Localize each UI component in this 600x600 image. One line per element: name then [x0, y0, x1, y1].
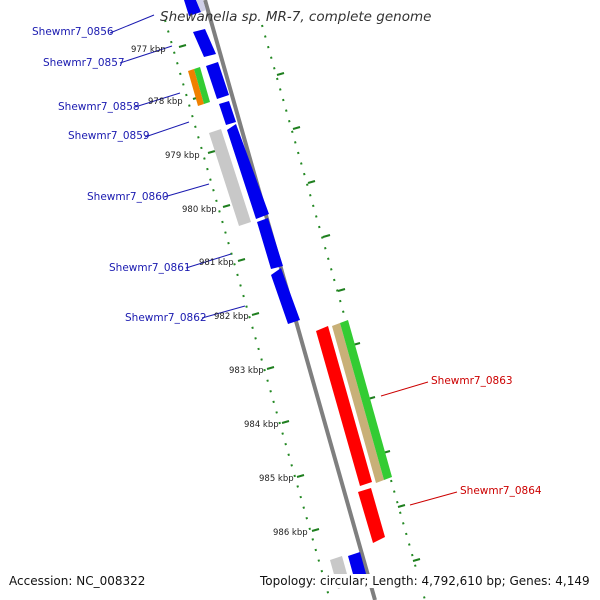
gene-0857-green[interactable]	[194, 67, 210, 104]
gene-features-right	[316, 320, 392, 589]
gene-0860-blue[interactable]	[257, 218, 283, 269]
scale-label-985: 985 kbp	[259, 474, 294, 484]
gene-label-0858[interactable]: Shewmr7_0858	[58, 101, 140, 113]
gene-label-0860[interactable]: Shewmr7_0860	[87, 191, 169, 203]
gene-0862-blue[interactable]	[271, 268, 300, 324]
right-leader-lines	[380, 381, 458, 506]
gene-label-0863[interactable]: Shewmr7_0863	[431, 375, 513, 387]
right-dotted-guide	[261, 24, 426, 600]
scale-label-983: 983 kbp	[229, 366, 264, 376]
scale-label-980: 980 kbp	[182, 205, 217, 215]
scale-label-986: 986 kbp	[273, 528, 308, 538]
gene-0859-blue[interactable]	[227, 124, 269, 219]
gene-0863-green[interactable]	[340, 320, 392, 480]
gene-label-0856[interactable]: Shewmr7_0856	[32, 26, 114, 38]
gene-0857-orange[interactable]	[188, 69, 204, 106]
gene-features-left	[184, 0, 300, 324]
scale-label-979: 979 kbp	[165, 151, 200, 161]
gene-label-0861[interactable]: Shewmr7_0861	[109, 262, 191, 274]
scale-ticks	[178, 44, 320, 532]
gene-0856-gray[interactable]	[196, 0, 206, 12]
gene-0864-red[interactable]	[358, 488, 385, 543]
gene-label-0857[interactable]: Shewmr7_0857	[43, 57, 125, 69]
genome-title: Shewanella sp. MR-7, complete genome	[160, 9, 432, 25]
gene-0863-red[interactable]	[316, 326, 372, 486]
scale-label-978: 978 kbp	[148, 97, 183, 107]
gene-0857-blue[interactable]	[206, 62, 229, 99]
gene-0856-body[interactable]	[193, 29, 216, 57]
scale-label-981: 981 kbp	[199, 258, 234, 268]
gene-0859-gray[interactable]	[209, 129, 251, 226]
scale-label-984: 984 kbp	[244, 420, 279, 430]
gene-label-0859[interactable]: Shewmr7_0859	[68, 130, 150, 142]
gene-label-0864[interactable]: Shewmr7_0864	[460, 485, 542, 497]
gene-0856-arrow[interactable]	[184, 0, 201, 16]
left-leader-lines	[109, 14, 246, 319]
gene-0858-blue[interactable]	[219, 101, 236, 125]
gene-0863-tan[interactable]	[332, 323, 384, 483]
scale-label-977: 977 kbp	[131, 45, 166, 55]
left-dotted-guide	[164, 19, 331, 600]
gene-label-0862[interactable]: Shewmr7_0862	[125, 312, 207, 324]
topology-text: Topology: circular; Length: 4,792,610 bp…	[260, 574, 590, 588]
accession-text: Accession: NC_008322	[9, 574, 146, 588]
scale-label-982: 982 kbp	[214, 312, 249, 322]
